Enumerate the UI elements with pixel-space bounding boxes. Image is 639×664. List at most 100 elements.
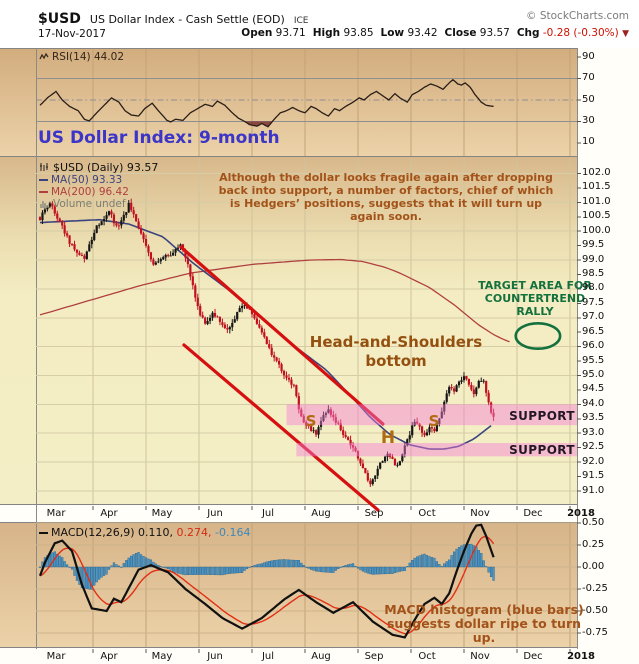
macd-legend-value-2: 0.274, <box>173 526 212 539</box>
analyst-annotation: Although the dollar looks fragile again … <box>206 171 566 223</box>
price-axis-tick-label: 102.0 <box>582 167 611 178</box>
month-label-middle: Dec <box>523 508 543 519</box>
price-axis-tick-label: 96.0 <box>582 340 605 352</box>
head-and-shoulders-label: Head-and-Shoulders bottom <box>306 333 486 371</box>
price-axis-tick-label: 92.0 <box>582 455 605 467</box>
xaxis-row-middle <box>0 506 639 522</box>
quote-high-value: 93.85 <box>340 27 374 39</box>
annotation-line: Although the dollar looks fragile again … <box>219 171 553 184</box>
symbol-name: US Dollar Index - Cash Settle (EOD) <box>89 13 285 26</box>
month-label-middle: Oct <box>418 508 436 519</box>
ma50-legend-text: MA(50) 93.33 <box>51 174 123 186</box>
quote-low-value: 93.42 <box>404 27 438 39</box>
macd-annotation-line: MACD histogram (blue bars) <box>384 602 584 617</box>
macd-axis-tick-label: -0.50 <box>582 604 608 616</box>
month-label-bottom: Sep <box>364 651 384 662</box>
price-axis-tick-label: 100.0 <box>582 224 611 236</box>
price-axis-tick-label: 100.5 <box>582 210 611 222</box>
copyright-label: © StockCharts.com <box>526 10 629 22</box>
ohlc-quote-row: Open 93.71 High 93.85 Low 93.42 Close 93.57… <box>234 27 629 39</box>
quote-chg-value: -0.28 (-0.30%) <box>539 27 623 39</box>
volume-legend: Volume undef <box>39 198 126 210</box>
price-axis-tick-label: 99.0 <box>582 253 605 265</box>
ma200-line-icon <box>39 191 48 193</box>
rsi-axis-tick-label: 90 <box>582 50 595 62</box>
macd-annotation: MACD histogram (blue bars) suggests dolla… <box>384 603 584 645</box>
yaxis-label-strip <box>577 48 639 649</box>
quote-chg-label: Chg <box>516 27 540 39</box>
macd-legend: MACD(12,26,9) 0.110, 0.274, -0.164 <box>39 526 251 539</box>
price-axis-tick-label: 99.5 <box>582 239 605 251</box>
target-area-line: COUNTERTREND <box>484 292 586 305</box>
quote-date: 17-Nov-2017 <box>38 28 106 40</box>
ma50-line-icon <box>39 179 48 181</box>
quote-close-value: 93.57 <box>476 27 510 39</box>
rsi-legend: RSI(14) 44.02 <box>39 51 124 63</box>
macd-axis-tick-label: -0.75 <box>582 626 608 638</box>
month-label-bottom: Dec <box>523 651 543 662</box>
month-label-middle: May <box>151 508 173 519</box>
target-area-line: RALLY <box>516 305 554 318</box>
volume-bars-icon <box>40 201 48 208</box>
symbol-ticker: $USD <box>38 11 81 27</box>
shs-letter-s: S <box>305 412 317 430</box>
ma200-legend: MA(200) 96.42 <box>39 186 129 198</box>
price-axis-tick-label: 95.5 <box>582 354 605 366</box>
annotation-line: again soon. <box>350 210 422 223</box>
price-axis-tick-label: 98.0 <box>582 282 605 294</box>
month-label-middle: Sep <box>364 508 384 519</box>
macd-line-icon <box>39 532 48 534</box>
month-label-middle: Jun <box>207 508 223 519</box>
annotation-line: back into support, a number of factors, … <box>218 184 554 197</box>
head-and-shoulders-line: bottom <box>365 352 427 370</box>
plot-right-border <box>577 48 578 649</box>
month-label-bottom: Jun <box>207 651 223 662</box>
month-label-bottom: Jul <box>261 651 275 662</box>
rsi-axis-tick-label: 10 <box>582 136 595 148</box>
macd-axis-tick-label: 0.25 <box>582 538 605 550</box>
ma50-legend: MA(50) 93.33 <box>39 174 122 186</box>
macd-axis-tick-label: -0.25 <box>582 582 608 594</box>
price-axis-tick-label: 94.5 <box>582 383 605 395</box>
month-label-middle: Aug <box>311 508 331 519</box>
macd-axis-tick-label: 0.00 <box>582 560 605 572</box>
chg-down-arrow-icon: ▼ <box>622 29 629 39</box>
macd-annotation-line: suggests dollar ripe to turn up. <box>386 616 582 645</box>
price-axis-tick-label: 97.5 <box>582 296 605 308</box>
plot-left-border <box>36 48 37 649</box>
rsi-indicator-icon <box>39 52 49 60</box>
macd-legend-values: 0.110, 0.274, -0.164 <box>138 526 250 539</box>
year-label-bottom: 2018 <box>567 651 595 662</box>
target-area-line: TARGET AREA FOR <box>478 279 592 292</box>
quote-low-label: Low <box>380 27 405 39</box>
price-axis-tick-label: 93.5 <box>582 412 605 424</box>
month-label-middle: Jul <box>261 508 275 519</box>
head-and-shoulders-line: Head-and-Shoulders <box>309 333 483 351</box>
month-label-bottom: Oct <box>418 651 436 662</box>
quote-high-label: High <box>312 27 341 39</box>
year-label-middle: 2018 <box>567 508 595 519</box>
month-label-middle: Nov <box>470 508 490 519</box>
chart-header: $USD US Dollar Index - Cash Settle (EOD)… <box>0 0 639 48</box>
price-axis-tick-label: 101.5 <box>582 181 611 193</box>
price-legend-text: $USD (Daily) 93.57 <box>53 161 159 174</box>
volume-legend-text: Volume undef <box>53 198 126 210</box>
price-axis-tick-label: 97.0 <box>582 311 605 323</box>
price-series-icon <box>40 163 48 171</box>
rsi-axis-tick-label: 70 <box>582 72 595 84</box>
quote-close-label: Close <box>444 27 477 39</box>
chart-overlay-title: US Dollar Index: 9-month <box>38 128 280 148</box>
macd-axis-tick-label: 0.50 <box>582 516 605 528</box>
support-label-1: SUPPORT <box>509 409 575 423</box>
price-axis-tick-label: 96.5 <box>582 325 605 337</box>
month-label-bottom: May <box>151 651 173 662</box>
price-axis-tick-label: 91.5 <box>582 470 605 481</box>
price-axis-tick-label: 94.0 <box>582 397 605 409</box>
quote-open-label: Open <box>241 27 273 39</box>
xaxis-row-bottom <box>0 649 639 664</box>
rsi-legend-text: RSI(14) 44.02 <box>52 51 125 63</box>
shs-letter-h: H <box>380 428 396 448</box>
month-label-bottom: Aug <box>311 651 331 662</box>
target-area-label: TARGET AREA FOR COUNTERTREND RALLY <box>455 279 615 318</box>
